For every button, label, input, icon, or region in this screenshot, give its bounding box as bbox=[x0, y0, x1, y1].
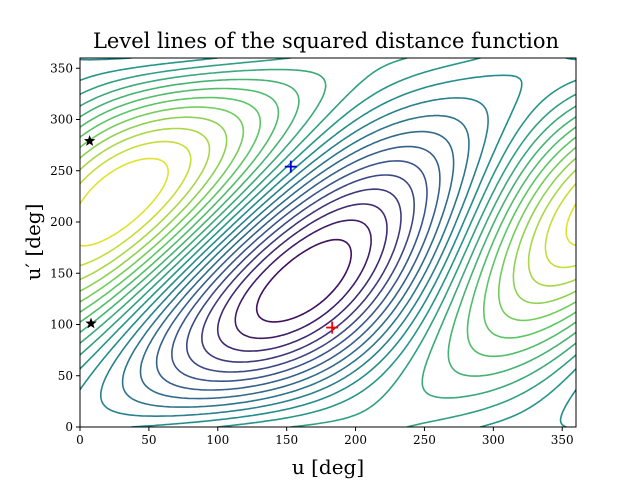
contour-level bbox=[234, 219, 372, 340]
red-plus-marker bbox=[326, 321, 339, 334]
y-tick-label: 200 bbox=[50, 215, 73, 229]
contour-level bbox=[100, 97, 489, 417]
x-tick-label: 50 bbox=[141, 433, 156, 447]
x-tick-label: 200 bbox=[344, 433, 367, 447]
chart-title: Level lines of the squared distance func… bbox=[93, 29, 559, 53]
contour-level bbox=[171, 160, 428, 382]
star-marker bbox=[83, 135, 96, 146]
contour-level bbox=[80, 96, 576, 339]
contour-level bbox=[80, 87, 576, 358]
contour-level bbox=[216, 203, 388, 352]
y-tick-label: 300 bbox=[50, 113, 73, 127]
contour-lines bbox=[80, 58, 576, 427]
y-axis: 0 50 100 150 200 250 300 350 bbox=[50, 61, 80, 434]
x-tick-label: 100 bbox=[206, 433, 229, 447]
y-tick-label: 100 bbox=[50, 318, 73, 332]
contour-level bbox=[155, 145, 441, 391]
contour-level bbox=[80, 106, 576, 322]
x-tick-label: 0 bbox=[76, 433, 84, 447]
markers bbox=[83, 135, 339, 334]
x-tick-label: 150 bbox=[275, 433, 298, 447]
contour-level bbox=[80, 157, 576, 247]
x-axis: 0 50 100 150 200 250 300 350 bbox=[76, 427, 574, 447]
contour-level bbox=[80, 58, 576, 427]
contour-level bbox=[139, 130, 455, 400]
y-tick-label: 350 bbox=[50, 61, 73, 75]
blue-plus-marker bbox=[284, 160, 297, 173]
x-axis-label: u [deg] bbox=[292, 455, 364, 479]
y-tick-label: 250 bbox=[50, 164, 73, 178]
contour-level bbox=[121, 114, 470, 408]
contour-level bbox=[80, 116, 576, 305]
contour-level bbox=[80, 127, 576, 287]
star-marker bbox=[85, 317, 97, 329]
x-tick-label: 350 bbox=[551, 433, 574, 447]
x-tick-label: 300 bbox=[482, 433, 505, 447]
contour-level bbox=[80, 78, 576, 377]
y-axis-label: u′ [deg] bbox=[21, 204, 45, 281]
y-tick-label: 150 bbox=[50, 266, 73, 280]
x-tick-label: 250 bbox=[413, 433, 436, 447]
contour-level bbox=[80, 68, 576, 399]
y-tick-label: 0 bbox=[65, 420, 73, 434]
contour-level bbox=[186, 174, 415, 373]
y-tick-label: 50 bbox=[58, 369, 73, 383]
contour-level bbox=[255, 238, 352, 323]
contour-level bbox=[201, 188, 402, 363]
contour-level bbox=[80, 140, 576, 269]
plot-frame bbox=[79, 57, 577, 428]
